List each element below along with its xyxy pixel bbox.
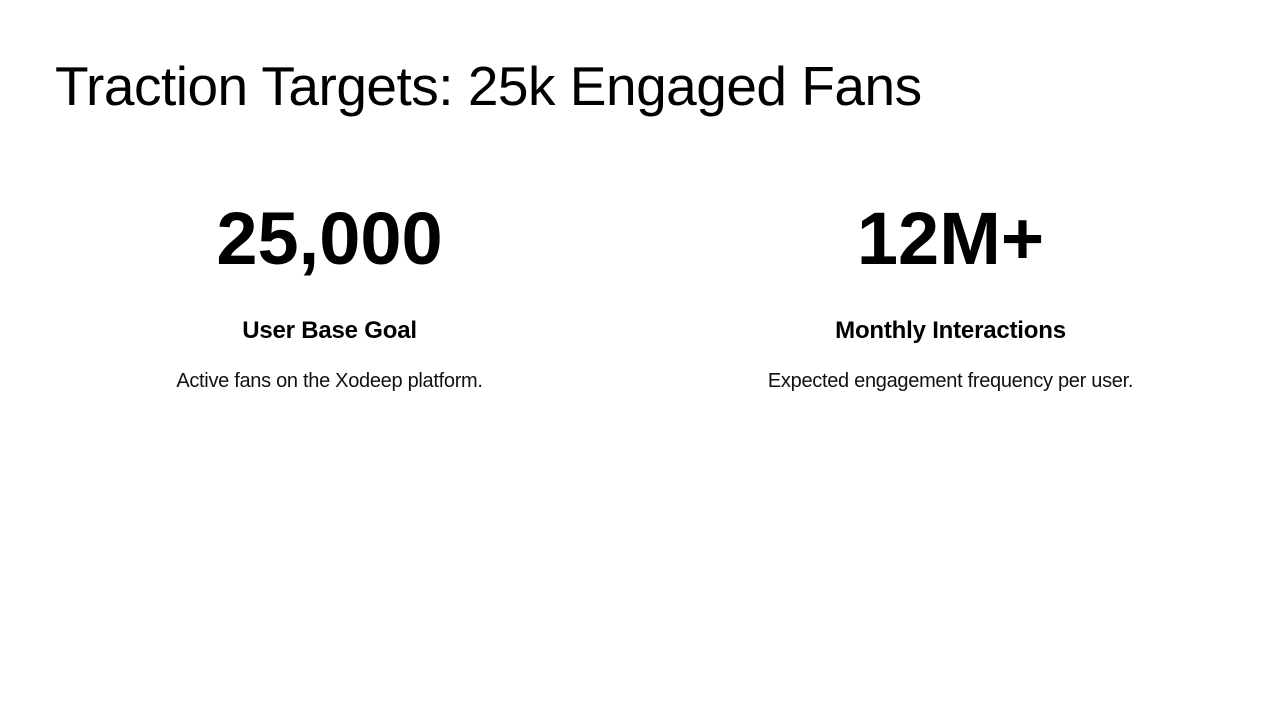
stat-value: 12M+ — [856, 197, 1045, 280]
stat-label: User Base Goal — [242, 317, 417, 344]
stats-row: 25,000 User Base Goal Active fans on the… — [19, 197, 1261, 392]
stat-block-interactions: 12M+ Monthly Interactions Expected engag… — [640, 197, 1261, 392]
stat-description: Expected engagement frequency per user. — [767, 370, 1134, 392]
slide-title: Traction Targets: 25k Engaged Fans — [55, 55, 922, 117]
stat-value: 25,000 — [216, 197, 443, 280]
stat-description: Active fans on the Xodeep platform. — [176, 370, 483, 392]
stat-label: Monthly Interactions — [835, 317, 1066, 344]
stat-block-user-base: 25,000 User Base Goal Active fans on the… — [19, 197, 640, 392]
